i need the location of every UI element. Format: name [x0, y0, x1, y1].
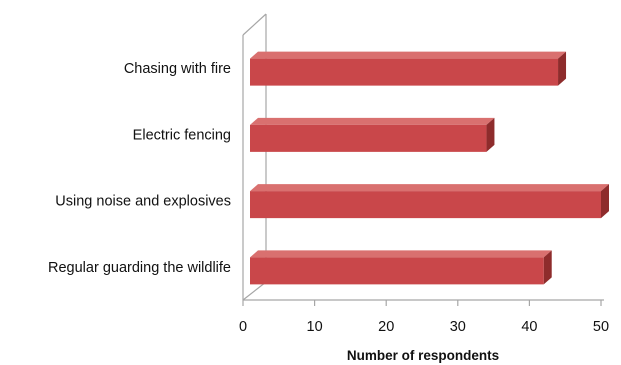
category-label: Electric fencing	[133, 127, 231, 143]
bar-front-face	[250, 58, 559, 86]
category-label: Using noise and explosives	[55, 194, 231, 210]
bar-top-face	[250, 250, 552, 258]
bar	[250, 51, 567, 86]
axis-bottom-diagonal	[242, 281, 267, 301]
category-label: Regular guarding the wildlife	[48, 260, 231, 276]
bar	[250, 117, 495, 152]
tick-label: 0	[239, 319, 247, 335]
bar-front-face	[250, 257, 544, 285]
x-axis-title: Number of respondents	[347, 348, 499, 363]
bar-front-face	[250, 191, 601, 219]
axis-top-diagonal	[242, 13, 267, 36]
value-axis-ticks: 0 10 20 30 40 50	[239, 300, 609, 335]
bar-end-face	[601, 184, 609, 219]
bar-end-face	[543, 250, 552, 285]
tick-label: 30	[450, 319, 466, 335]
bar-top-face	[250, 51, 567, 59]
tick-label: 20	[378, 319, 394, 335]
bar-end-face	[558, 51, 567, 86]
bar-top-face	[250, 117, 495, 125]
category-labels: Chasing with fire Electric fencing Using n…	[48, 61, 231, 276]
category-label: Chasing with fire	[124, 61, 231, 77]
tick-label: 40	[521, 319, 537, 335]
bar	[250, 250, 552, 285]
bars-group	[250, 51, 609, 285]
bar-front-face	[250, 124, 487, 152]
bar-end-face	[486, 117, 495, 152]
tick-label: 10	[307, 319, 323, 335]
bar-top-face	[250, 184, 609, 192]
tick-label: 50	[593, 319, 609, 335]
bar	[250, 184, 609, 219]
